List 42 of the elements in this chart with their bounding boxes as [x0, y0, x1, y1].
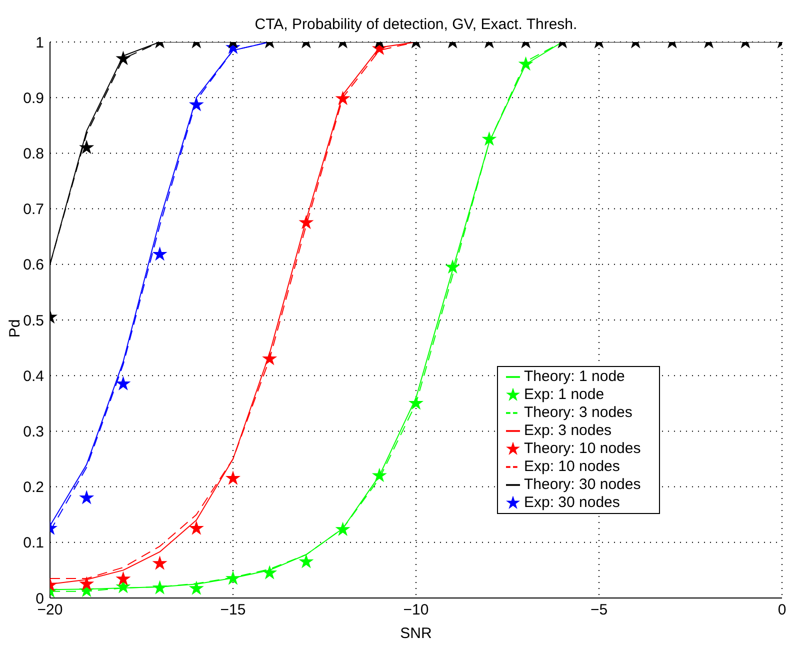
point [298, 554, 314, 568]
y-tick-label: 0.4 [23, 368, 44, 385]
point [188, 520, 204, 535]
point [79, 490, 94, 504]
x-tick-label: −5 [590, 602, 608, 619]
y-tick-label: 0.8 [23, 146, 44, 163]
point [408, 396, 424, 410]
point [116, 571, 131, 586]
x-tick-label: 0 [778, 602, 786, 619]
y-tick-label: 0.6 [23, 256, 44, 274]
point [335, 522, 350, 536]
y-tick-label: 0.1 [23, 534, 44, 552]
point [188, 580, 204, 595]
chart-title: CTA, Probability of detection, GV, Exact. Thresh. [254, 16, 578, 33]
point [225, 570, 241, 585]
point [79, 576, 94, 590]
point [152, 556, 168, 570]
point [262, 351, 278, 366]
legend-label: Theory: 30 nodes [524, 476, 641, 493]
x-tick-label: −10 [403, 602, 429, 619]
point [152, 580, 168, 594]
y-tick-label: 0.9 [23, 90, 44, 107]
point [225, 470, 241, 485]
y-tick-label: 0.2 [23, 479, 44, 496]
y-axis-title: Pd [6, 319, 24, 338]
legend-label: Exp: 10 nodes [524, 458, 620, 475]
point [262, 565, 278, 580]
x-tick-label: −15 [220, 602, 246, 619]
legend-label: Theory: 3 nodes [524, 404, 632, 421]
legend-label: Exp: 30 nodes [524, 494, 620, 511]
legend-label: Theory: 1 node [524, 368, 625, 385]
y-tick-label: 0 [36, 590, 44, 608]
legend-label: Exp: 1 node [524, 386, 604, 403]
x-axis-title: SNR [399, 625, 433, 642]
y-tick-label: 0.7 [23, 201, 44, 218]
point [372, 468, 387, 482]
legend-label: Theory: 10 nodes [524, 440, 641, 457]
y-tick-label: 0.5 [23, 312, 44, 330]
y-tick-label: 1 [36, 34, 44, 52]
legend-label: Exp: 3 nodes [524, 422, 612, 439]
y-tick-label: 0.3 [23, 424, 44, 441]
point [116, 376, 131, 390]
